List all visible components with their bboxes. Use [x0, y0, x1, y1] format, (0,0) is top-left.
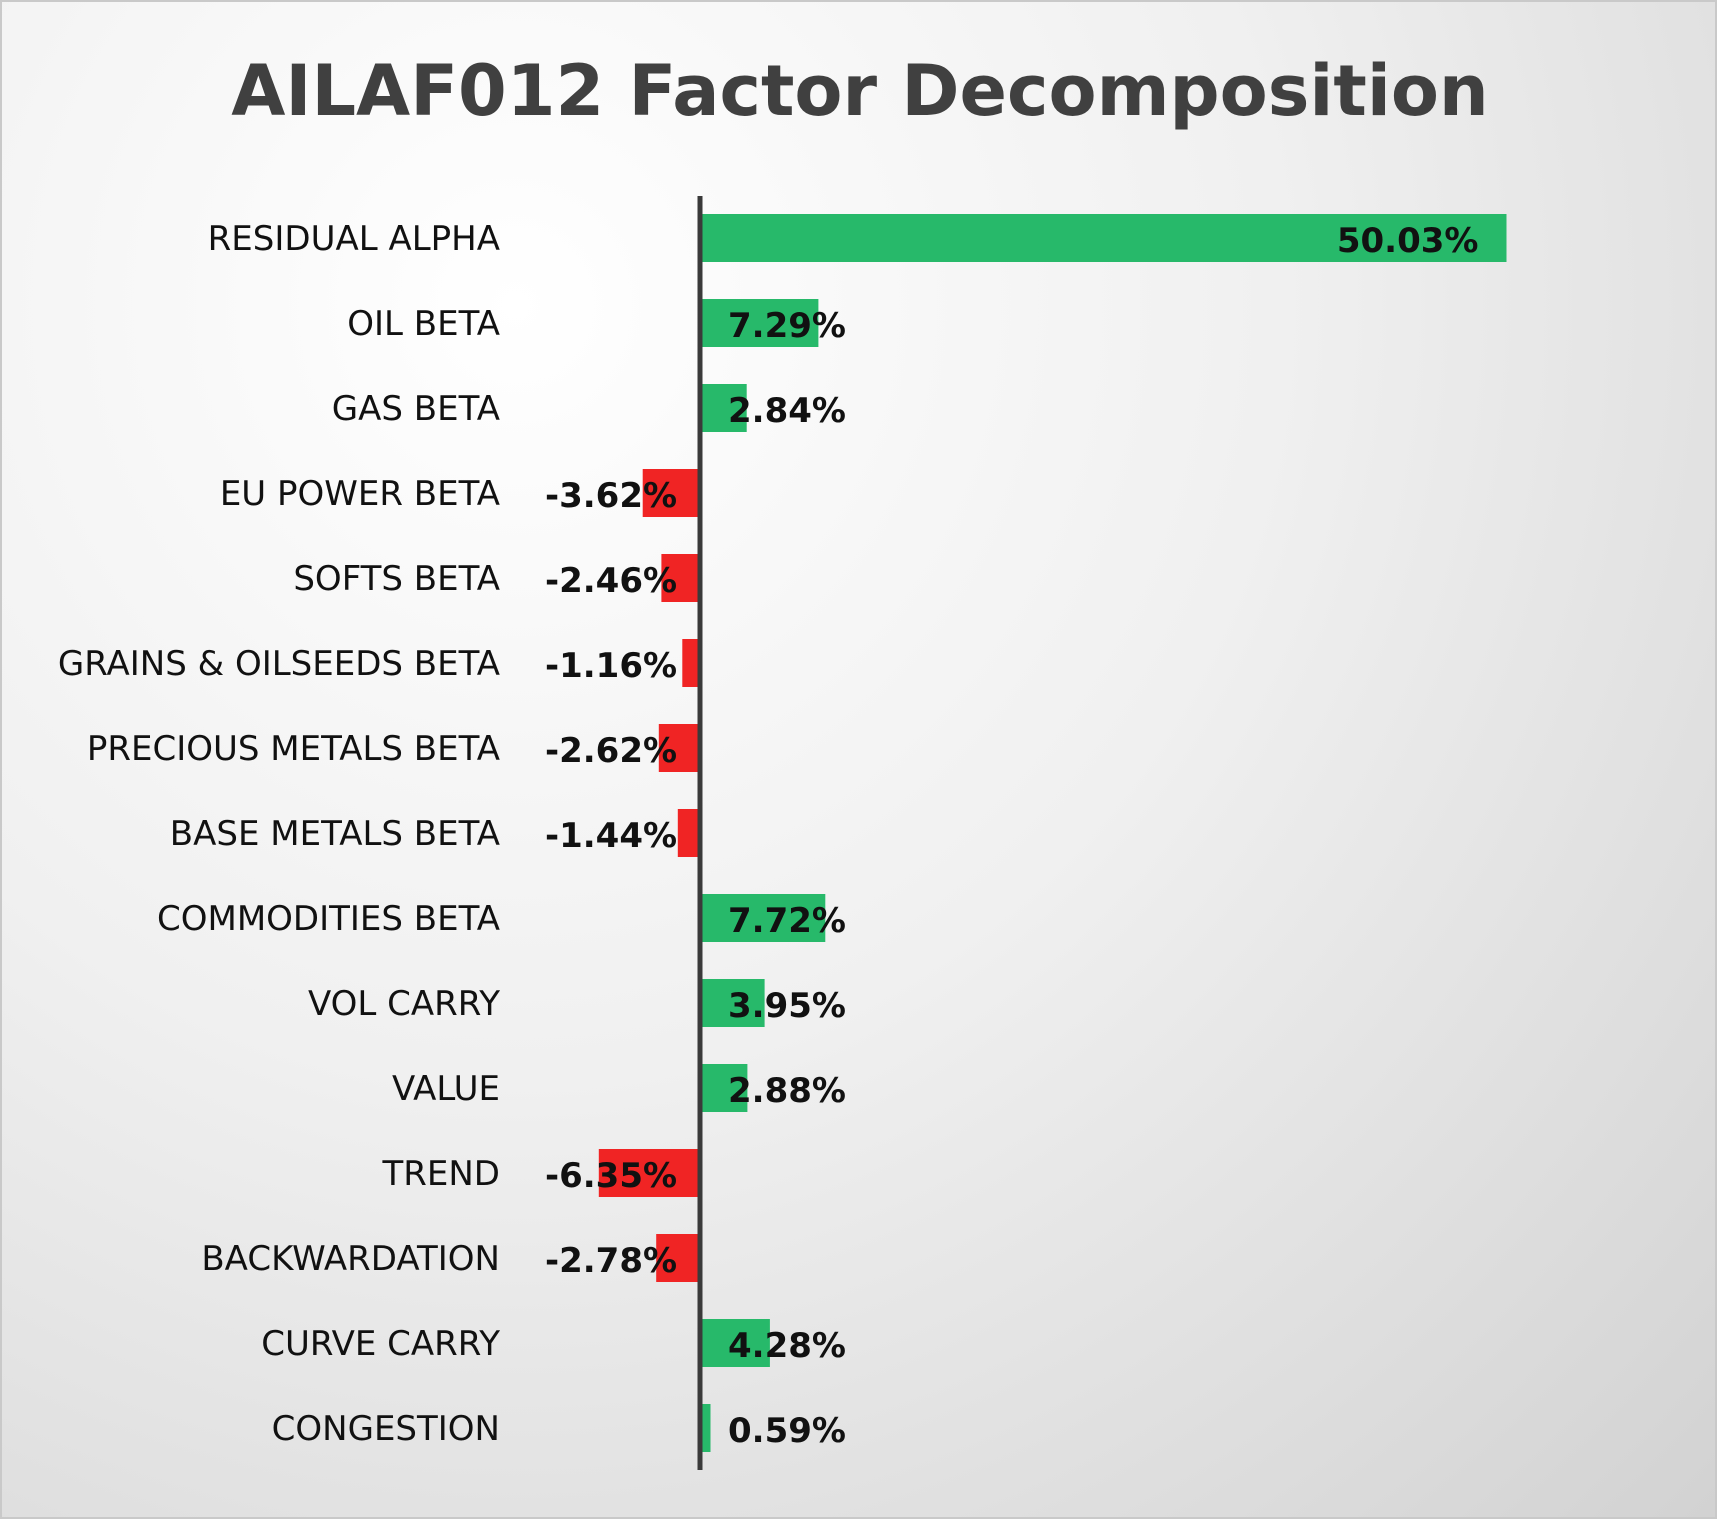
bar-0 [701, 214, 1507, 262]
bar-14 [701, 1404, 711, 1452]
value-label-14: 0.59% [728, 1411, 846, 1451]
value-label-0: 50.03% [1337, 221, 1479, 261]
category-label-8: COMMODITIES BETA [157, 899, 500, 939]
value-label-3: -3.62% [545, 476, 677, 516]
category-label-13: CURVE CARRY [261, 1324, 500, 1364]
value-label-10: 2.88% [728, 1071, 846, 1111]
bar-8 [701, 894, 826, 942]
bar-11 [598, 1149, 701, 1197]
value-label-12: -2.78% [545, 1241, 677, 1281]
category-label-6: PRECIOUS METALS BETA [87, 729, 500, 769]
category-label-5: GRAINS & OILSEEDS BETA [58, 644, 500, 684]
category-label-11: TREND [382, 1154, 501, 1194]
bar-6 [658, 724, 701, 772]
bar-2 [701, 384, 747, 432]
category-label-1: OIL BETA [347, 304, 500, 344]
value-label-8: 7.72% [728, 901, 846, 941]
value-label-5: -1.16% [545, 646, 677, 686]
category-label-7: BASE METALS BETA [170, 814, 500, 854]
category-label-2: GAS BETA [332, 389, 500, 429]
value-label-9: 3.95% [728, 986, 846, 1026]
category-label-3: EU POWER BETA [220, 474, 500, 514]
bar-3 [642, 469, 701, 517]
category-label-14: CONGESTION [272, 1409, 500, 1449]
bar-7 [677, 809, 701, 857]
chart-title: AILAF012 Factor Decomposition [231, 50, 1489, 132]
bar-13 [701, 1319, 770, 1367]
bar-4 [661, 554, 701, 602]
category-label-10: VALUE [392, 1069, 500, 1109]
category-label-4: SOFTS BETA [293, 559, 500, 599]
value-label-11: -6.35% [545, 1156, 677, 1196]
bar-9 [701, 979, 765, 1027]
value-label-2: 2.84% [728, 391, 846, 431]
bars-layer: RESIDUAL ALPHA 50.03% OIL BETA 7.29% GAS BET… [58, 214, 1507, 1452]
bar-1 [701, 299, 819, 347]
category-label-0: RESIDUAL ALPHA [208, 219, 500, 259]
value-label-6: -2.62% [545, 731, 677, 771]
category-label-9: VOL CARRY [308, 984, 500, 1024]
value-label-13: 4.28% [728, 1326, 846, 1366]
bar-5 [682, 639, 701, 687]
value-label-4: -2.46% [545, 561, 677, 601]
category-label-12: BACKWARDATION [201, 1239, 500, 1279]
value-label-1: 7.29% [728, 306, 846, 346]
bar-10 [701, 1064, 748, 1112]
value-label-7: -1.44% [545, 816, 677, 856]
bar-12 [656, 1234, 701, 1282]
